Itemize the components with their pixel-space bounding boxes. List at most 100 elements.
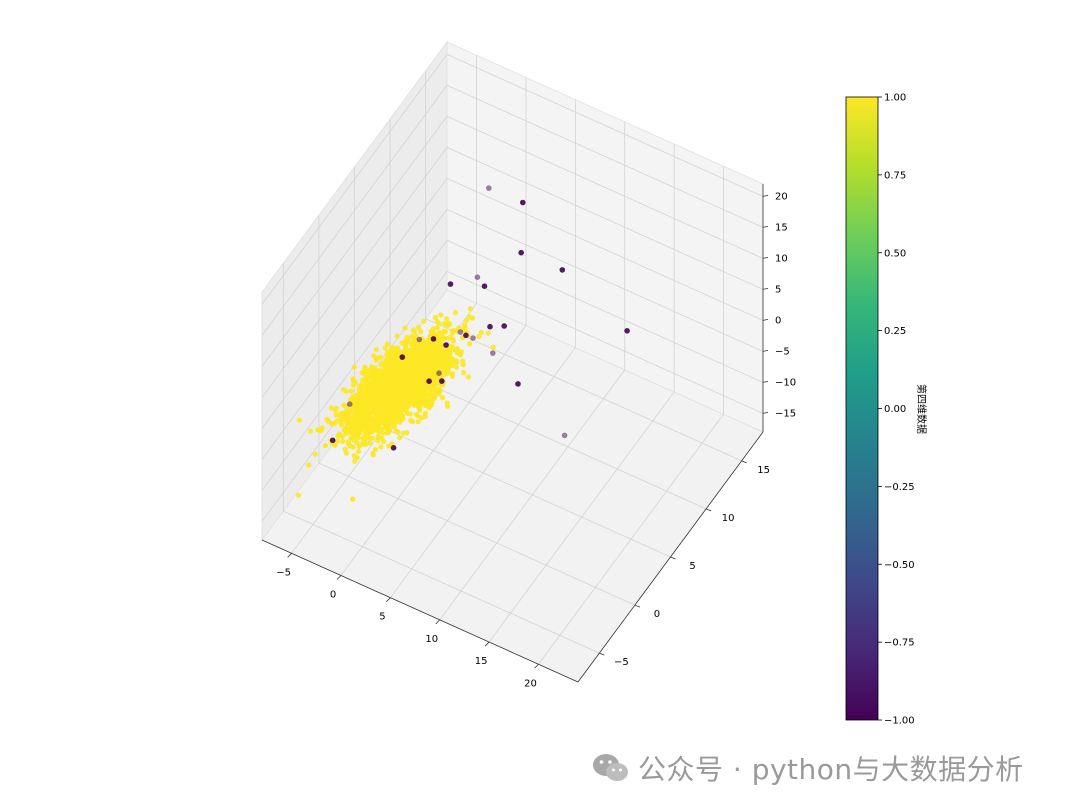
point-yellow	[373, 357, 379, 363]
point-yellow	[351, 364, 357, 370]
point-purple	[416, 336, 423, 343]
point-yellow	[374, 412, 380, 418]
point-yellow	[391, 368, 398, 374]
point-yellow	[376, 368, 382, 374]
z-tick-mark	[762, 195, 769, 197]
point-yellow	[427, 391, 433, 397]
colorbar-tick-label: −0.25	[884, 482, 915, 493]
point-yellow	[427, 362, 433, 368]
point-yellow	[351, 453, 357, 459]
watermark-text: 公众号 · python与大数据分析	[638, 753, 1024, 786]
point-yellow	[345, 440, 351, 447]
point-yellow	[446, 320, 452, 327]
point-yellow	[343, 411, 349, 418]
point-yellow	[343, 425, 349, 431]
point-yellow	[467, 341, 473, 347]
point-yellow	[335, 438, 341, 444]
point-yellow	[409, 333, 415, 339]
point-yellow	[418, 415, 425, 421]
point-yellow	[350, 376, 356, 382]
point-yellow	[397, 419, 403, 425]
point-yellow	[389, 361, 395, 367]
point-yellow	[428, 328, 434, 334]
point-yellow	[415, 413, 421, 419]
point-purple	[443, 342, 449, 348]
point-yellow	[444, 316, 450, 322]
point-yellow	[364, 386, 370, 392]
point-yellow	[378, 444, 384, 450]
point-yellow	[355, 448, 361, 455]
point-yellow	[377, 428, 383, 435]
point-yellow	[453, 347, 459, 354]
grid-z-back	[446, 54, 764, 197]
scatter-points	[296, 185, 630, 502]
point-yellow	[406, 382, 412, 389]
point-purple	[399, 354, 406, 360]
point-yellow	[328, 405, 334, 411]
point-yellow	[366, 371, 373, 378]
z-tick-mark	[762, 257, 769, 259]
point-yellow	[409, 385, 416, 391]
grid-z-left	[261, 147, 448, 398]
point-purple	[487, 323, 493, 330]
point-yellow	[409, 419, 416, 425]
z-tick-mark	[762, 226, 769, 228]
point-yellow	[430, 375, 437, 381]
point-yellow	[414, 354, 420, 360]
point-yellow	[415, 324, 422, 330]
point-yellow	[371, 390, 378, 396]
point-yellow	[407, 411, 413, 417]
axes-panes	[261, 40, 764, 683]
point-yellow	[406, 388, 412, 394]
point-purple	[501, 323, 508, 329]
point-yellow	[410, 327, 416, 333]
point-yellow	[422, 402, 428, 408]
axes-grid	[261, 54, 764, 683]
point-yellow	[449, 373, 455, 379]
colorbar-tick-label: 0.50	[884, 248, 906, 259]
point-yellow	[426, 405, 432, 411]
point-yellow	[399, 340, 405, 346]
point-yellow	[343, 450, 349, 456]
y-tick-label: 15	[757, 465, 770, 476]
point-purple	[439, 378, 445, 384]
point-purple	[486, 185, 492, 191]
colorbar-tick-label: 0.25	[884, 326, 906, 337]
point-yellow	[383, 424, 389, 430]
point-yellow	[367, 440, 373, 446]
point-purple	[474, 274, 481, 281]
point-yellow	[432, 350, 438, 356]
grid-z-left	[261, 54, 448, 305]
point-yellow	[390, 375, 396, 381]
point-purple	[329, 437, 336, 444]
point-yellow	[450, 338, 456, 344]
point-yellow	[333, 405, 340, 411]
point-yellow	[334, 418, 340, 424]
point-yellow	[422, 360, 429, 366]
point-yellow	[397, 435, 403, 441]
grid-z-left	[261, 209, 448, 460]
point-yellow	[465, 374, 471, 380]
axis-ticks: −5 0 5 10 15 20 −5 0 5 10 15 −15 −10 −5 0 5 10 15 20	[276, 191, 796, 689]
point-yellow	[385, 430, 391, 436]
point-yellow	[417, 386, 424, 392]
point-yellow	[333, 412, 339, 418]
point-yellow	[467, 306, 473, 312]
point-yellow	[312, 451, 318, 457]
colorbar-tick-label: 0.75	[884, 170, 906, 181]
point-yellow	[381, 391, 387, 397]
point-yellow	[326, 418, 332, 425]
wechat-icon	[593, 754, 628, 781]
point-yellow	[476, 333, 482, 340]
point-yellow	[373, 347, 379, 353]
point-yellow	[412, 347, 418, 353]
point-yellow	[421, 375, 427, 381]
grid-z-back	[446, 209, 764, 352]
point-yellow	[395, 347, 401, 353]
point-yellow	[363, 377, 369, 383]
point-yellow	[453, 364, 459, 370]
colorbar-tick-label: −0.75	[884, 638, 915, 649]
point-yellow	[391, 382, 397, 388]
x-axis-line	[261, 539, 579, 683]
point-purple	[561, 432, 568, 439]
